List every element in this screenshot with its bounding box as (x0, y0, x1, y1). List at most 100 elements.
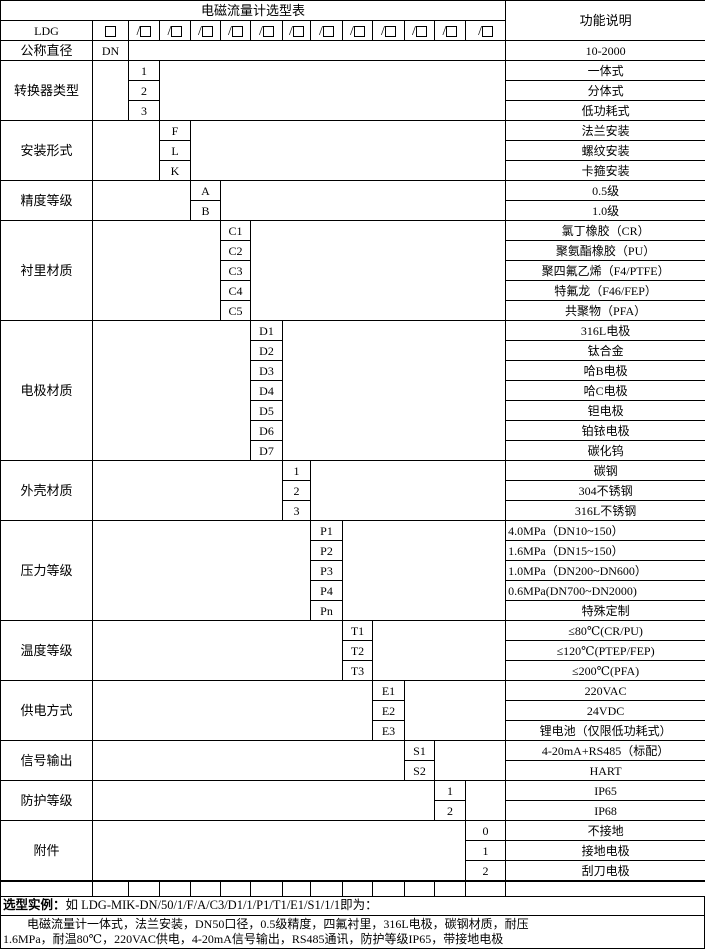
code-cell[interactable]: 1 (283, 461, 311, 481)
desc-cell: 共聚物（PFA） (506, 301, 705, 321)
code-dn: DN (93, 41, 129, 61)
code-cell[interactable]: E3 (373, 721, 405, 741)
code-box-5[interactable]: / (251, 21, 283, 41)
right-gap (221, 181, 506, 221)
spacer-cell (129, 882, 160, 897)
desc-cell: 钽电极 (506, 401, 705, 421)
category-label-dn: 公称直径 (1, 41, 93, 61)
code-box-9[interactable]: / (373, 21, 405, 41)
code-cell[interactable]: 2 (283, 481, 311, 501)
code-cell[interactable]: T2 (343, 641, 373, 661)
category-label-8: 供电方式 (1, 681, 93, 741)
desc-cell: 316L不锈钢 (506, 501, 705, 521)
code-cell[interactable]: B (191, 201, 221, 221)
code-cell[interactable]: S1 (405, 741, 435, 761)
code-cell[interactable]: C4 (221, 281, 251, 301)
code-cell[interactable]: F (160, 121, 191, 141)
code-cell[interactable]: 2 (129, 81, 160, 101)
checkbox-icon (171, 26, 182, 37)
code-cell[interactable]: T1 (343, 621, 373, 641)
code-cell[interactable]: D3 (251, 361, 283, 381)
table-title: 电磁流量计选型表 (1, 1, 506, 21)
code-cell[interactable]: E1 (373, 681, 405, 701)
code-cell[interactable]: 1 (129, 61, 160, 81)
left-gap (93, 521, 311, 621)
example-body-line-2: 1.6MPa，耐温80℃，220VAC供电，4-20mA信号输出，RS485通讯… (3, 932, 702, 947)
left-gap (93, 621, 343, 681)
desc-cell: 1.6MPa（DN15~150） (506, 541, 705, 561)
code-box-11[interactable]: / (435, 21, 466, 41)
code-cell[interactable]: 2 (435, 801, 466, 821)
code-cell[interactable]: 2 (466, 861, 506, 881)
code-cell[interactable]: P2 (311, 541, 343, 561)
code-cell[interactable]: D6 (251, 421, 283, 441)
desc-cell: 分体式 (506, 81, 705, 101)
desc-cell: 不接地 (506, 821, 705, 841)
desc-cell: 4.0MPa（DN10~150） (506, 521, 705, 541)
category-label-1: 安装形式 (1, 121, 93, 181)
title-row: 电磁流量计选型表功能说明 (1, 1, 705, 21)
checkbox-icon (416, 26, 427, 37)
code-cell[interactable]: L (160, 141, 191, 161)
left-gap (93, 821, 466, 881)
code-cell[interactable]: C5 (221, 301, 251, 321)
code-box-8[interactable]: / (343, 21, 373, 41)
desc-cell: 哈B电极 (506, 361, 705, 381)
code-box-1[interactable]: / (129, 21, 160, 41)
checkbox-icon (293, 26, 304, 37)
code-cell[interactable]: D7 (251, 441, 283, 461)
spacer-cell (283, 882, 311, 897)
spacer-cell (405, 882, 435, 897)
desc-cell: 锂电池（仅限低功耗式） (506, 721, 705, 741)
code-cell[interactable]: C1 (221, 221, 251, 241)
code-cell[interactable]: C2 (221, 241, 251, 261)
code-cell[interactable]: 3 (129, 101, 160, 121)
desc-cell: 特殊定制 (506, 601, 705, 621)
code-box-10[interactable]: / (405, 21, 435, 41)
code-box-12[interactable]: / (466, 21, 506, 41)
category-label-0: 转换器类型 (1, 61, 93, 121)
code-cell[interactable]: 0 (466, 821, 506, 841)
code-cell[interactable]: C3 (221, 261, 251, 281)
desc-cell: 螺纹安装 (506, 141, 705, 161)
code-cell[interactable]: S2 (405, 761, 435, 781)
desc-cell: 法兰安装 (506, 121, 705, 141)
right-gap (283, 321, 506, 461)
code-cell[interactable]: A (191, 181, 221, 201)
code-cell[interactable]: T3 (343, 661, 373, 681)
code-box-6[interactable]: / (283, 21, 311, 41)
desc-dn: 10-2000 (506, 41, 705, 61)
checkbox-icon (354, 26, 365, 37)
code-box-0[interactable] (93, 21, 129, 41)
code-cell[interactable]: D5 (251, 401, 283, 421)
category-label-10: 防护等级 (1, 781, 93, 821)
code-cell[interactable]: P4 (311, 581, 343, 601)
code-cell[interactable]: 1 (435, 781, 466, 801)
code-cell[interactable]: D1 (251, 321, 283, 341)
code-cell[interactable]: K (160, 161, 191, 181)
example-footer: 选型实例：如 LDG-MIK-DN/50/1/F/A/C3/D1/1/P1/T1… (0, 897, 705, 949)
code-cell[interactable]: E2 (373, 701, 405, 721)
code-cell[interactable]: Pn (311, 601, 343, 621)
code-cell[interactable]: D2 (251, 341, 283, 361)
code-cell[interactable]: 3 (283, 501, 311, 521)
desc-cell: HART (506, 761, 705, 781)
left-gap (93, 741, 405, 781)
code-box-7[interactable]: / (311, 21, 343, 41)
code-box-4[interactable]: / (221, 21, 251, 41)
code-cell[interactable]: D4 (251, 381, 283, 401)
code-cell[interactable]: P1 (311, 521, 343, 541)
desc-cell: 一体式 (506, 61, 705, 81)
code-cell[interactable]: 1 (466, 841, 506, 861)
code-cell[interactable]: P3 (311, 561, 343, 581)
desc-cell: 刮刀电极 (506, 861, 705, 881)
code-box-2[interactable]: / (160, 21, 191, 41)
desc-cell: IP68 (506, 801, 705, 821)
right-gap (160, 61, 506, 121)
code-box-3[interactable]: / (191, 21, 221, 41)
spacer-cell (251, 882, 283, 897)
